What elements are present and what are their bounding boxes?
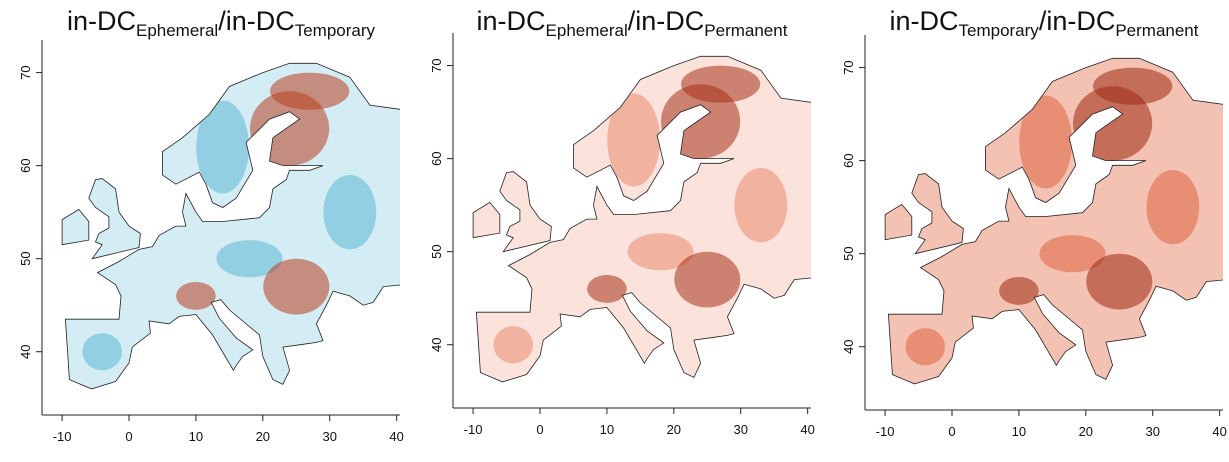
raster-patch — [627, 233, 694, 271]
land — [473, 56, 811, 382]
coastline — [499, 171, 552, 253]
title-part: /in-DC — [218, 6, 295, 36]
coastline — [472, 201, 501, 239]
y-tick-label: 60 — [18, 158, 33, 172]
land — [62, 63, 400, 389]
raster-patch — [1019, 95, 1073, 189]
x-tick-label: 0 — [125, 429, 132, 444]
raster-patch — [82, 333, 123, 371]
x-tick-label: 40 — [389, 429, 403, 444]
title-part: in-DC — [477, 6, 546, 36]
raster-patch — [263, 258, 330, 315]
x-tick-label: 10 — [1012, 424, 1026, 439]
x-tick-label: -10 — [876, 424, 895, 439]
y-tick-label: 70 — [841, 60, 856, 74]
title-part: Temporary — [959, 21, 1040, 40]
x-tick-label: 30 — [734, 422, 748, 437]
x-tick-label: 10 — [600, 422, 614, 437]
map-panel: in-DCTemporary/in-DCPermanent -10 0 10 20 30 4… — [841, 6, 1227, 439]
y-tick-label: 50 — [429, 244, 444, 258]
x-tick-label: 20 — [1079, 424, 1093, 439]
title-part: Temporary — [295, 21, 376, 40]
y-tick-label: 70 — [18, 65, 33, 79]
title-part: Ephemeral — [136, 21, 218, 40]
y-tick-label: 40 — [429, 337, 444, 351]
x-tick-label: -10 — [464, 422, 483, 437]
panel-title: in-DCEphemeral/in-DCPermanent — [477, 6, 788, 40]
raster-patch — [323, 174, 377, 250]
x-tick-label: -10 — [53, 429, 72, 444]
map-panel: in-DCEphemeral/in-DCTemporary -10 0 10 20 30 4… — [18, 6, 404, 444]
raster-patch — [1039, 235, 1106, 273]
raster-patch — [196, 100, 250, 194]
map-area — [472, 55, 811, 383]
title-part: /in-DC — [628, 6, 705, 36]
title-part: Permanent — [1115, 21, 1198, 40]
raster-patch — [1093, 67, 1173, 105]
y-tick-label: 70 — [429, 58, 444, 72]
x-tick-label: 40 — [1212, 424, 1226, 439]
y-tick-label: 40 — [18, 344, 33, 358]
raster-patch — [734, 167, 788, 243]
map-area — [884, 57, 1223, 385]
coastline — [475, 55, 811, 383]
raster-patch — [674, 251, 741, 308]
raster-patch — [176, 281, 216, 310]
title-part: /in-DC — [1039, 6, 1116, 36]
x-tick-label: 20 — [256, 429, 270, 444]
coastline — [61, 208, 90, 246]
raster-patch — [216, 240, 283, 278]
coastline — [88, 178, 141, 260]
y-tick-label: 50 — [841, 246, 856, 260]
x-tick-label: 10 — [189, 429, 203, 444]
raster-patch — [999, 276, 1039, 305]
raster-patch — [587, 274, 627, 303]
x-tick-label: 30 — [1146, 424, 1160, 439]
title-part: Permanent — [704, 21, 787, 40]
coastline — [64, 62, 400, 390]
x-tick-label: 30 — [323, 429, 337, 444]
map-panel: in-DCEphemeral/in-DCPermanent -10 0 10 20 30 4… — [429, 6, 815, 437]
title-part: in-DC — [889, 6, 958, 36]
raster-patch — [905, 328, 946, 366]
y-tick-label: 60 — [841, 153, 856, 167]
x-tick-label: 0 — [536, 422, 543, 437]
raster-patch — [681, 65, 761, 103]
panel-title: in-DCEphemeral/in-DCTemporary — [67, 6, 376, 40]
title-part: Ephemeral — [546, 21, 628, 40]
x-tick-label: 40 — [800, 422, 814, 437]
coastline — [887, 57, 1223, 385]
land — [885, 58, 1223, 384]
raster-patch — [493, 326, 534, 364]
raster-patch — [1146, 169, 1200, 245]
y-tick-label: 40 — [841, 339, 856, 353]
title-part: in-DC — [67, 6, 136, 36]
coastline — [884, 203, 913, 241]
raster-patch — [270, 72, 350, 110]
y-tick-label: 60 — [429, 151, 444, 165]
x-tick-label: 0 — [948, 424, 955, 439]
x-tick-label: 20 — [667, 422, 681, 437]
raster-patch — [607, 93, 661, 187]
coastline — [911, 173, 964, 255]
raster-patch — [1086, 253, 1153, 310]
panel-title: in-DCTemporary/in-DCPermanent — [889, 6, 1198, 40]
y-tick-label: 50 — [18, 251, 33, 265]
map-area — [61, 62, 400, 390]
